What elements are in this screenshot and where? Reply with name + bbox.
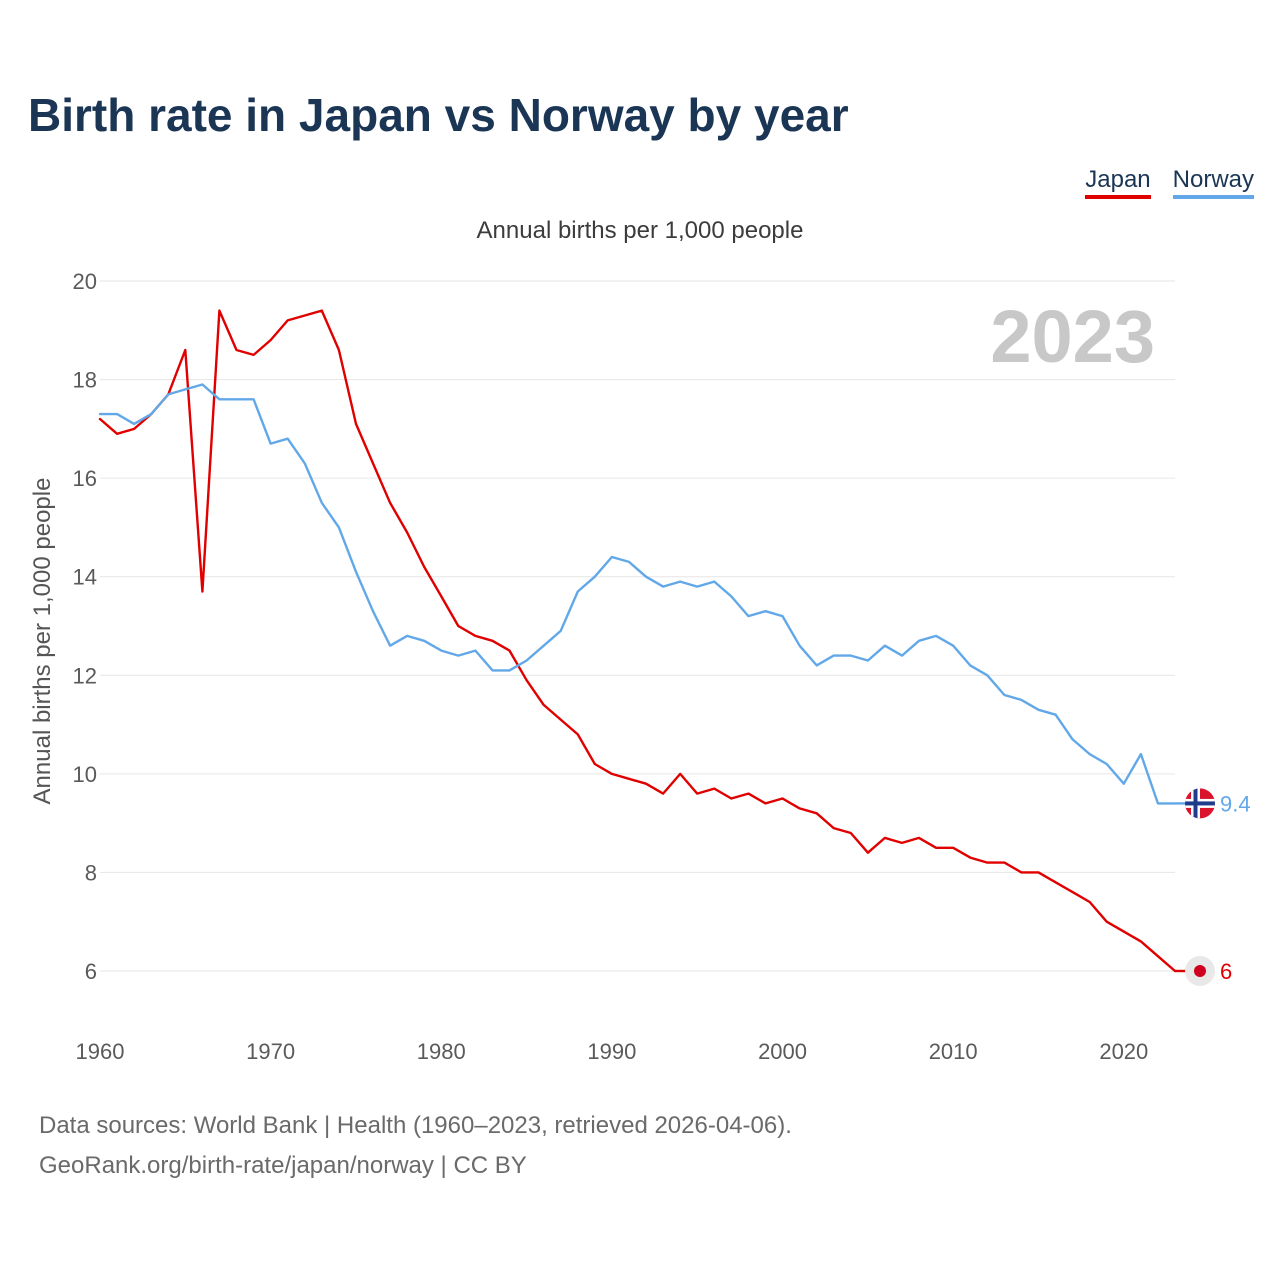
- y-tick-label-20: 20: [73, 269, 97, 294]
- chart-subtitle: Annual births per 1,000 people: [476, 217, 804, 244]
- x-tick-label-2020: 2020: [1099, 1039, 1148, 1064]
- norway-flag-blue-h: [1185, 801, 1215, 806]
- series-end-label-japan: 6: [1220, 959, 1232, 984]
- series-end-markers: 69.4: [1175, 788, 1251, 986]
- x-tick-label-2000: 2000: [758, 1039, 807, 1064]
- series-line-norway: [98, 383, 1177, 805]
- x-tick-label-1990: 1990: [587, 1039, 636, 1064]
- legend-item-norway[interactable]: Norway: [1172, 166, 1254, 199]
- footer-link[interactable]: GeoRank.org/birth-rate/japan/norway | CC…: [39, 1152, 527, 1179]
- y-tick-label-8: 8: [85, 860, 97, 885]
- x-tick-label-1980: 1980: [417, 1039, 466, 1064]
- footer: Data sources: World Bank | Health (1960–…: [39, 1106, 792, 1186]
- y-axis-ticks: 6 8 10 12 14 16 18 20: [73, 269, 97, 984]
- japan-flag-disc: [1194, 965, 1206, 977]
- chart-title: Birth rate in Japan vs Norway by year: [28, 89, 849, 141]
- y-tick-label-18: 18: [73, 368, 97, 393]
- year-watermark: 2023: [990, 295, 1155, 378]
- norway-flag-icon: [1185, 788, 1215, 819]
- y-tick-label-6: 6: [85, 959, 97, 984]
- japan-flag-icon: [1185, 956, 1215, 986]
- x-tick-label-2010: 2010: [929, 1039, 978, 1064]
- series-line-japan: [98, 309, 1177, 973]
- series-end-label-norway: 9.4: [1220, 791, 1251, 816]
- series-lines: [98, 309, 1177, 973]
- y-tick-label-14: 14: [73, 565, 97, 590]
- y-axis-label: Annual births per 1,000 people: [29, 477, 56, 805]
- y-tick-label-12: 12: [73, 663, 97, 688]
- legend-item-japan[interactable]: Japan: [1085, 166, 1151, 199]
- x-axis-ticks: 1960 1970 1980 1990 2000 2010 2020: [76, 1039, 1149, 1064]
- y-tick-label-10: 10: [73, 762, 97, 787]
- grid-lines: [100, 280, 1175, 972]
- norway-flag-blue-v: [1193, 788, 1198, 819]
- legend: Japan Norway: [1085, 166, 1254, 199]
- x-tick-label-1960: 1960: [76, 1039, 125, 1064]
- norway-flag-body: [1185, 788, 1215, 819]
- footer-sources: Data sources: World Bank | Health (1960–…: [39, 1112, 792, 1139]
- x-tick-label-1970: 1970: [246, 1039, 295, 1064]
- y-tick-label-16: 16: [73, 466, 97, 491]
